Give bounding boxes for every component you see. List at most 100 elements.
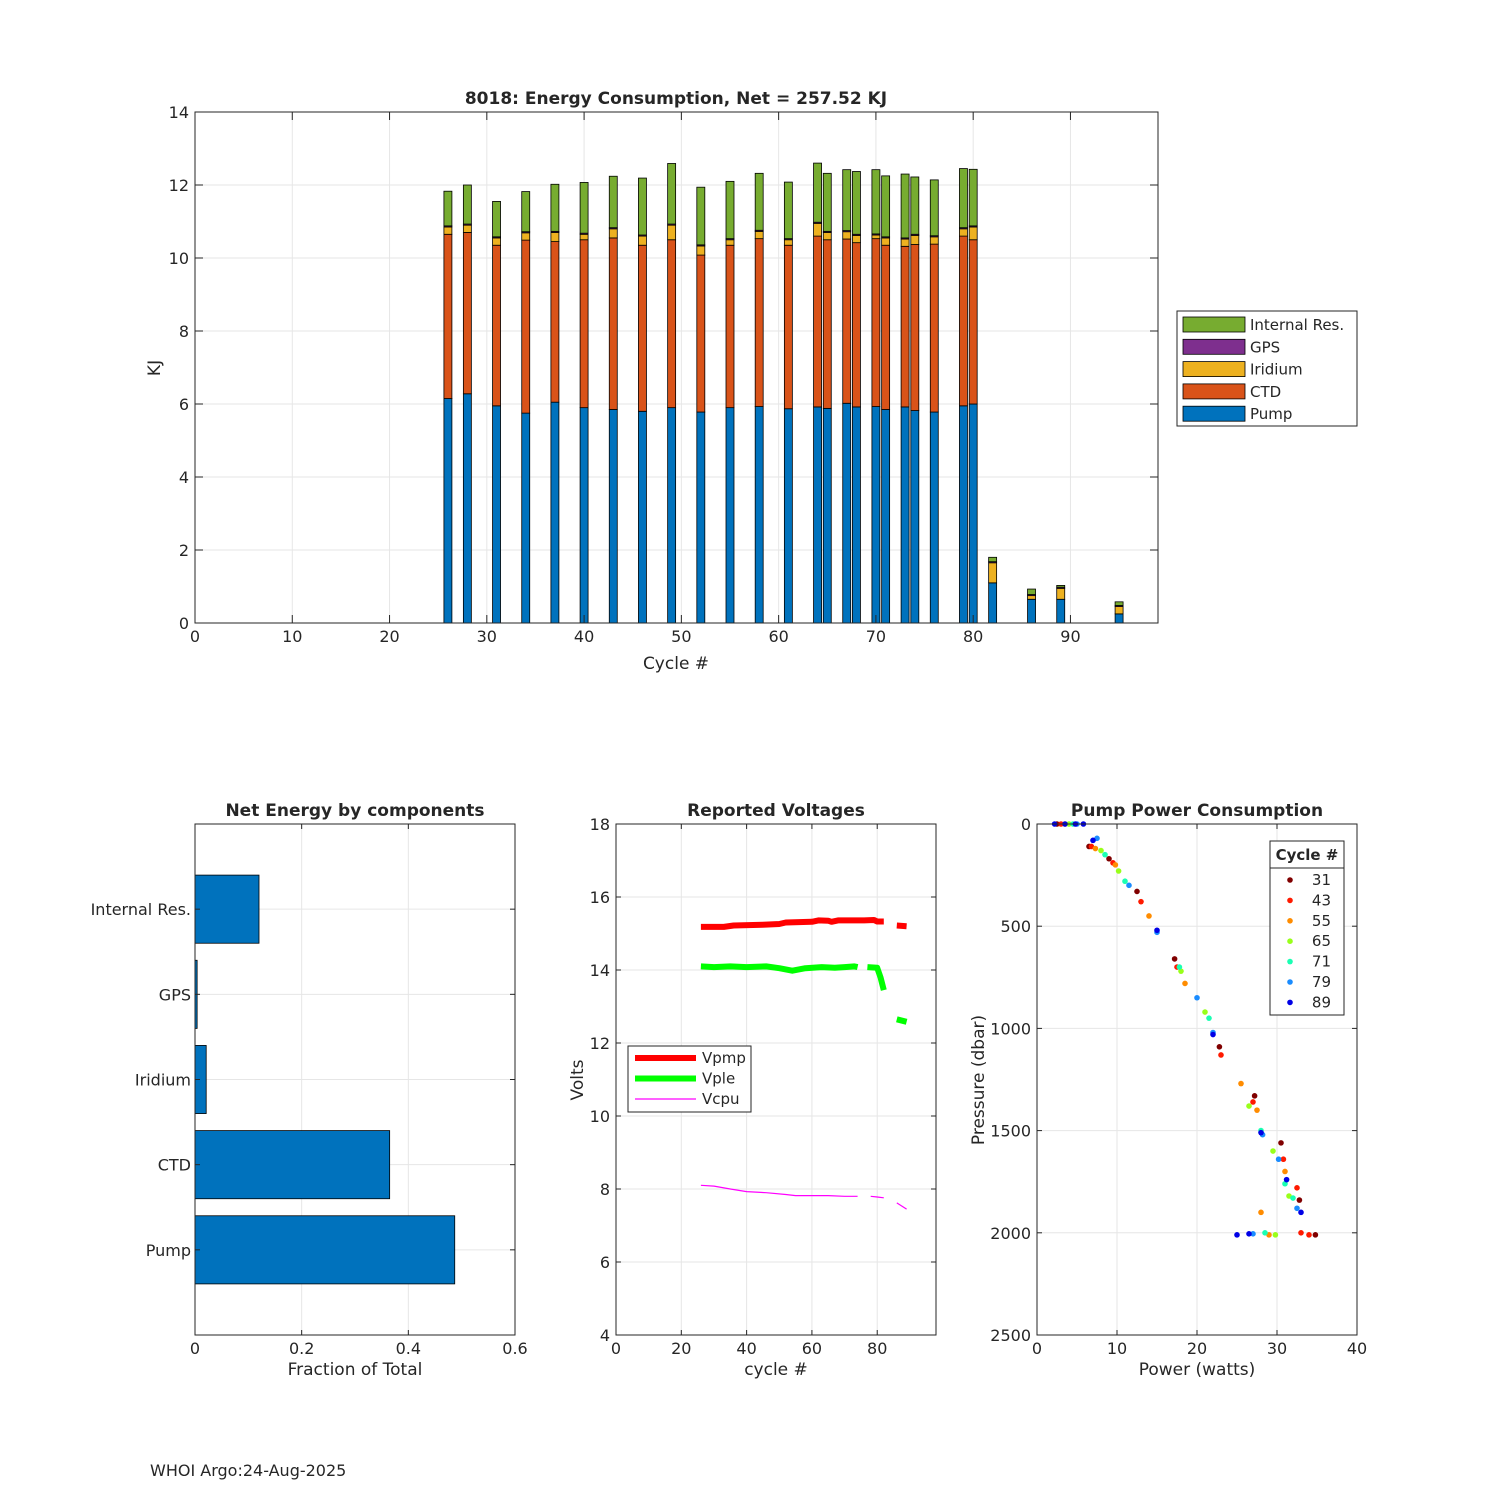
pump-legend-marker	[1287, 999, 1293, 1006]
pump-point-cycle-43	[1138, 898, 1144, 905]
energy-bar-ctd	[638, 244, 647, 412]
pump-point-cycle-65	[1272, 1232, 1279, 1238]
energy-y-tick-label: 10	[169, 249, 189, 268]
pump-xlabel: Power (watts)	[1139, 1360, 1256, 1380]
pump-point-cycle-89	[1283, 1176, 1290, 1183]
energy-bar-internal-res	[550, 183, 560, 232]
energy-bar-ctd	[813, 235, 822, 408]
pump-legend-marker	[1287, 958, 1293, 965]
pump-point-cycle-89	[1234, 1232, 1240, 1238]
energy-bar-ctd	[550, 241, 560, 403]
energy-legend-label: Iridium	[1250, 361, 1303, 379]
pump-point-cycle-79	[1194, 994, 1200, 1001]
pump-x-tick-label: 30	[1267, 1339, 1287, 1358]
pump-point-cycle-65	[1115, 868, 1122, 874]
energy-bar-iridium	[550, 232, 560, 242]
energy-plot-area	[195, 112, 1158, 623]
energy-bar-ctd	[725, 244, 735, 409]
energy-x-tick-label: 10	[282, 627, 302, 646]
energy-axes-box	[194, 111, 1159, 624]
pump-y-tick-label: 0	[1021, 815, 1031, 834]
energy-bar-iridium	[1114, 606, 1124, 615]
pump-point-cycle-55	[1258, 1209, 1264, 1216]
voltage-title: Reported Voltages	[687, 801, 865, 821]
pump-point-cycle-71	[1206, 1015, 1212, 1021]
energy-bar-pump	[550, 401, 560, 624]
energy-bar-pump	[696, 411, 706, 624]
energy-bar-iridium	[462, 224, 472, 233]
voltage-y-tick-label: 12	[590, 1034, 610, 1053]
energy-legend-swatch	[1182, 316, 1246, 333]
voltage-series-vple	[867, 964, 887, 991]
voltage-x-tick-label: 20	[671, 1339, 691, 1358]
energy-bar-internal-res	[725, 180, 735, 240]
energy-x-tick-label: 60	[768, 627, 788, 646]
energy-x-tick-label: 70	[866, 627, 886, 646]
components-category-label: Internal Res.	[91, 900, 191, 919]
energy-bar-internal-res	[492, 201, 501, 238]
components-title: Net Energy by components	[225, 801, 484, 821]
components-chart: 0 0.2 0.4 0.6 Internal Res. GPS Iridium CTD Pump…	[91, 801, 528, 1380]
voltage-x-tick-label: 60	[802, 1339, 822, 1358]
pump-title: Pump Power Consumption	[1071, 801, 1323, 821]
energy-bar-internal-res	[608, 175, 618, 229]
energy-bar-pump	[842, 402, 852, 624]
pump-point-cycle-31	[1278, 1140, 1284, 1146]
energy-bar-pump	[813, 406, 822, 624]
energy-bar-internal-res	[822, 172, 832, 232]
energy-bar-internal-res	[638, 177, 647, 236]
pump-legend-label: 55	[1312, 912, 1331, 930]
energy-y-tick-label: 14	[169, 103, 189, 122]
energy-bar-internal-res	[881, 175, 891, 238]
pump-point-cycle-65	[1202, 1009, 1208, 1015]
energy-bar-ctd	[871, 238, 881, 407]
energy-bar-internal-res	[443, 190, 453, 227]
pump-point-cycle-31	[1312, 1232, 1319, 1238]
energy-legend-swatch	[1182, 338, 1246, 355]
pump-point-cycle-55	[1112, 862, 1119, 868]
pump-point-cycle-71	[1290, 1195, 1296, 1201]
pump-point-cycle-55	[1092, 845, 1099, 852]
components-x-tick-label: 0.2	[289, 1339, 314, 1358]
pump-legend-label: 89	[1312, 993, 1331, 1011]
energy-legend-swatch	[1182, 405, 1246, 422]
energy-x-tick-label: 80	[963, 627, 983, 646]
energy-bar-iridium	[443, 226, 453, 235]
pump-y-tick-label: 1500	[990, 1122, 1031, 1141]
energy-bar-iridium	[929, 236, 939, 245]
pump-legend-title: Cycle #	[1276, 846, 1339, 864]
components-bar	[194, 1130, 391, 1200]
voltage-lines	[700, 917, 908, 1210]
pump-legend-marker	[1287, 918, 1293, 924]
energy-bar-pump	[462, 393, 472, 624]
voltage-series-vpmp	[700, 917, 884, 930]
energy-bar-ctd	[696, 254, 706, 413]
pump-point-cycle-31	[1216, 1043, 1223, 1050]
energy-bar-pump	[754, 406, 764, 624]
energy-bar-iridium	[1056, 587, 1066, 600]
pump-point-cycle-31	[1171, 956, 1178, 962]
pump-legend-label: 65	[1312, 932, 1331, 950]
energy-bar-internal-res	[696, 186, 706, 246]
energy-x-tick-label: 90	[1060, 627, 1080, 646]
components-x-tick-label: 0.4	[396, 1339, 421, 1358]
voltage-y-tick-label: 18	[590, 815, 610, 834]
energy-bar-iridium	[813, 222, 822, 237]
energy-bar-iridium	[852, 234, 861, 244]
voltage-x-tick-label: 40	[736, 1339, 756, 1358]
voltage-series-vcpu	[700, 1184, 858, 1197]
energy-bar-internal-res	[521, 191, 531, 233]
energy-bar-internal-res	[1056, 585, 1066, 588]
pump-point-cycle-71	[1122, 878, 1128, 885]
energy-bar-internal-res	[783, 181, 793, 240]
energy-bar-pump	[1056, 598, 1066, 624]
energy-bar-pump	[900, 406, 910, 624]
energy-bar-pump	[822, 407, 832, 624]
pump-point-cycle-65	[1270, 1148, 1276, 1154]
energy-bar-ctd	[910, 244, 920, 411]
pump-point-cycle-43	[1306, 1232, 1312, 1238]
voltage-legend-label: Vple	[702, 1070, 735, 1088]
energy-bar-pump	[1114, 613, 1124, 624]
pump-point-cycle-31	[1106, 855, 1112, 862]
pump-y-tick-label: 500	[1000, 917, 1031, 936]
